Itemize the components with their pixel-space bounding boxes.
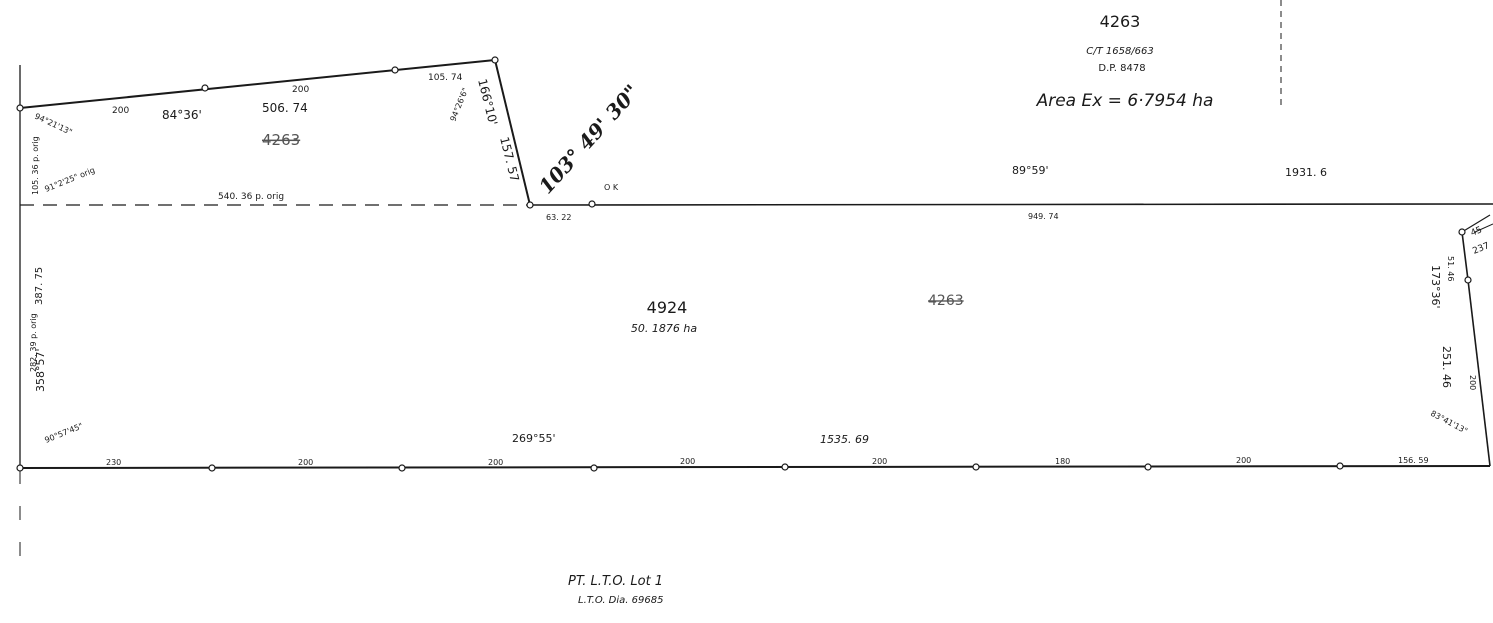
label-dist-top-seg1: 200	[112, 106, 129, 116]
label-bearing-diag: 166°10'	[475, 77, 500, 126]
label-dist-left-b: 282. 39 p. orig	[29, 313, 38, 372]
label-bottom-seg: 200	[488, 458, 503, 467]
north-ct-reference: C/T 1658/663	[1086, 46, 1154, 57]
mark	[201, 84, 209, 92]
label-bottom-seg: 180	[1055, 457, 1070, 466]
label-bearing-bottom: 269°55'	[512, 432, 556, 445]
mark	[398, 464, 406, 472]
survey-marks	[16, 56, 1472, 472]
mark	[588, 200, 596, 208]
south-parcel-line1: PT. L.T.O. Lot 1	[568, 574, 663, 589]
south-parcel-line2: L.T.O. Dia. 69685	[578, 595, 663, 606]
right-edge-upper	[1461, 231, 1469, 281]
label-dist-right-top: 51. 46	[1446, 256, 1455, 281]
mark	[1458, 228, 1466, 236]
north-dp-reference: D.P. 8478	[1098, 63, 1145, 74]
label-bottom-seg: 230	[106, 458, 121, 467]
label-dist-dashed: 540. 36 p. orig	[218, 192, 284, 202]
mark	[391, 66, 399, 74]
triangle-diagonal-edge	[494, 59, 531, 206]
label-bottom-seg: 200	[1236, 456, 1251, 465]
label-angle-left-a: 94°21'13"	[33, 112, 73, 137]
label-dist-left-tri: 105. 36 p. orig	[31, 136, 40, 195]
label-ok-mark: O K	[604, 183, 619, 192]
label-bearing-right: 173°36'	[1429, 265, 1442, 309]
mark	[590, 464, 598, 472]
label-bearing-left: 358°57'	[34, 348, 47, 392]
label-bottom-seg: 200	[872, 457, 887, 466]
mark	[972, 463, 980, 471]
label-dist-right: 251. 46	[1440, 346, 1453, 388]
label-right-edge-b: 237	[1471, 241, 1491, 257]
right-edge-short	[1461, 214, 1491, 233]
north-area-excluded: Area Ex = 6·7954 ha	[1036, 91, 1214, 111]
label-bottom-seg: 200	[680, 457, 695, 466]
mark	[781, 463, 789, 471]
label-angle-left-bottom: 90°57'45"	[43, 421, 84, 444]
mark	[16, 464, 24, 472]
label-dist-total-top: 1931. 6	[1285, 166, 1327, 179]
label-dist-mid: 949. 74	[1028, 212, 1059, 221]
mark	[1144, 463, 1152, 471]
main-ghost-lot: 4263	[928, 293, 964, 309]
label-bottom-seg: 200	[298, 458, 313, 467]
label-angle-left-b: 91°2'25" orig	[43, 166, 96, 194]
label-dist-left-a: 387. 75	[34, 267, 45, 305]
label-bearing-top: 84°36'	[162, 108, 202, 122]
main-lot-number: 4924	[647, 298, 688, 317]
label-handwritten-angle: 103° 49' 30"	[534, 80, 644, 199]
label-dist-top-seg2: 200	[292, 85, 309, 95]
mark	[491, 56, 499, 64]
label-angle-right-bottom: 83°41'13"	[1429, 409, 1469, 436]
label-bottom-seg: 156. 59	[1398, 456, 1429, 465]
triangle-ghost-lot: 4263	[262, 131, 300, 149]
label-right-edge-a: 45	[1469, 225, 1483, 239]
label-dist-right-seg: 200	[1468, 375, 1477, 390]
boundary-lines	[19, 0, 1493, 565]
label-bearing-mid: 89°59'	[1012, 164, 1049, 177]
mark	[526, 201, 534, 209]
label-angle-top-right: 94°26'6"	[449, 87, 471, 123]
label-dist-bottom-total: 1535. 69	[820, 433, 869, 446]
triangle-top-edge	[19, 59, 496, 109]
label-dist-small: 63. 22	[546, 213, 571, 222]
label-dist-top-total: 506. 74	[262, 101, 308, 115]
mark	[208, 464, 216, 472]
main-lot-area: 50. 1876 ha	[631, 322, 697, 335]
main-top-edge	[529, 203, 1493, 206]
mark	[1336, 462, 1344, 470]
mark	[1464, 276, 1472, 284]
main-bottom-edge	[19, 465, 1491, 469]
right-edge-lower	[1467, 279, 1491, 467]
north-lot-number: 4263	[1100, 12, 1141, 31]
right-edge-ticks	[1474, 223, 1493, 233]
mark	[16, 104, 24, 112]
label-dist-top-seg3: 105. 74	[428, 73, 463, 83]
